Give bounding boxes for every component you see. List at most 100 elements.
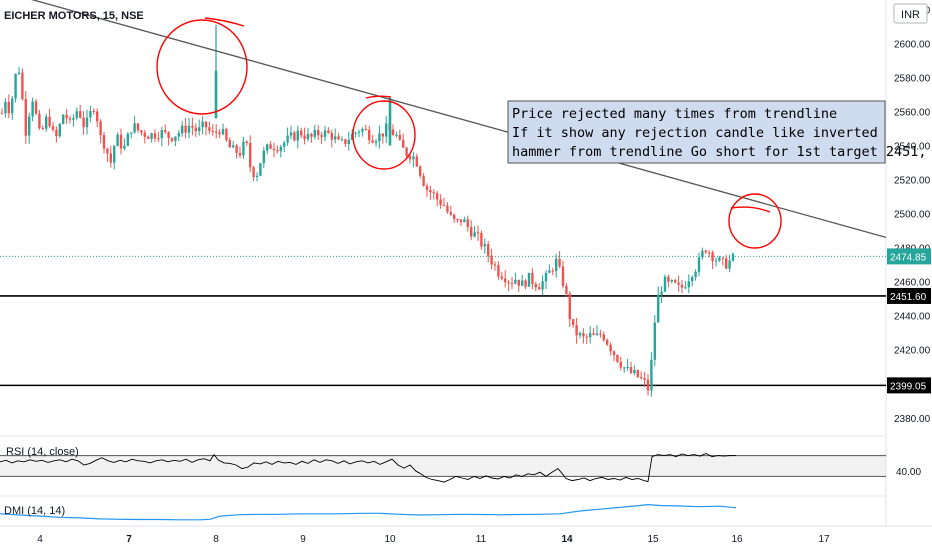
candle[interactable] <box>45 113 48 132</box>
candle[interactable] <box>422 173 425 187</box>
spike-body[interactable] <box>388 97 392 146</box>
candle[interactable] <box>164 124 167 135</box>
candle[interactable] <box>242 136 245 159</box>
candle[interactable] <box>694 269 697 281</box>
candle[interactable] <box>283 140 286 153</box>
candle[interactable] <box>521 274 524 286</box>
candle[interactable] <box>490 249 493 270</box>
candle[interactable] <box>55 126 58 143</box>
candle[interactable] <box>357 129 361 138</box>
candle[interactable] <box>7 94 10 119</box>
candle[interactable] <box>300 127 303 139</box>
annotation-note[interactable]: Price rejected many times from trendline… <box>507 100 927 164</box>
candle[interactable] <box>653 315 656 367</box>
candle[interactable] <box>714 257 718 267</box>
level-price-tag[interactable]: 2399.05 <box>887 377 931 394</box>
candle[interactable] <box>58 122 61 139</box>
candle[interactable] <box>446 201 449 214</box>
candle[interactable] <box>187 118 191 139</box>
candle[interactable] <box>592 328 595 336</box>
candle[interactable] <box>99 119 102 144</box>
candle[interactable] <box>143 130 146 144</box>
candle[interactable] <box>191 117 194 136</box>
candle[interactable] <box>480 230 483 250</box>
candle[interactable] <box>531 268 534 290</box>
candle[interactable] <box>633 365 636 376</box>
candle[interactable] <box>354 131 357 138</box>
candle[interactable] <box>34 98 38 116</box>
candle[interactable] <box>636 369 639 379</box>
candle[interactable] <box>595 325 599 336</box>
candle[interactable] <box>483 238 486 254</box>
candle[interactable] <box>119 128 123 155</box>
candle[interactable] <box>643 371 646 388</box>
candle[interactable] <box>153 129 157 142</box>
candle[interactable] <box>167 131 170 146</box>
candle[interactable] <box>721 256 724 266</box>
candle[interactable] <box>687 274 690 294</box>
candle[interactable] <box>279 144 282 158</box>
candle[interactable] <box>582 328 585 344</box>
candle[interactable] <box>276 145 279 154</box>
candle[interactable] <box>221 123 225 136</box>
candle[interactable] <box>368 125 371 145</box>
spike-body[interactable] <box>214 70 218 119</box>
candle[interactable] <box>347 131 350 151</box>
candle[interactable] <box>160 127 163 147</box>
rsi-line[interactable] <box>0 453 736 483</box>
candle[interactable] <box>548 264 551 274</box>
candle[interactable] <box>667 274 670 288</box>
candle[interactable] <box>470 220 473 241</box>
candle[interactable] <box>215 124 218 139</box>
candle[interactable] <box>374 138 378 147</box>
candle[interactable] <box>48 108 51 129</box>
candle[interactable] <box>130 132 133 139</box>
candle[interactable] <box>228 137 231 148</box>
candle[interactable] <box>327 127 330 134</box>
candle[interactable] <box>17 66 21 76</box>
candle[interactable] <box>238 146 242 159</box>
highlight-circle[interactable] <box>352 100 416 170</box>
candle[interactable] <box>24 91 27 144</box>
candle[interactable] <box>650 352 653 397</box>
candle[interactable] <box>41 125 44 131</box>
candle[interactable] <box>320 131 323 144</box>
candle[interactable] <box>660 286 663 303</box>
candle[interactable] <box>500 272 503 281</box>
candle[interactable] <box>0 108 4 115</box>
candle[interactable] <box>493 261 497 271</box>
candle[interactable] <box>262 146 265 168</box>
candle[interactable] <box>578 331 582 339</box>
candle[interactable] <box>198 119 201 136</box>
candle[interactable] <box>11 96 14 120</box>
candle[interactable] <box>429 185 432 200</box>
candle[interactable] <box>670 279 673 284</box>
candle[interactable] <box>218 129 221 139</box>
candle[interactable] <box>133 116 136 134</box>
last-price-tag[interactable]: 2474.85 <box>887 248 931 265</box>
candle[interactable] <box>657 286 660 323</box>
candle[interactable] <box>432 189 435 200</box>
candle[interactable] <box>303 127 306 145</box>
candle[interactable] <box>174 136 177 147</box>
candle[interactable] <box>412 152 415 168</box>
candle[interactable] <box>317 125 320 140</box>
candle[interactable] <box>306 127 310 142</box>
candle[interactable] <box>255 172 259 182</box>
candle[interactable] <box>524 278 527 290</box>
candle[interactable] <box>136 122 140 133</box>
candle[interactable] <box>249 135 252 173</box>
candle[interactable] <box>589 326 592 344</box>
candle[interactable] <box>361 127 364 137</box>
candle[interactable] <box>541 275 544 296</box>
candle[interactable] <box>619 356 622 371</box>
candle[interactable] <box>184 117 187 139</box>
candle[interactable] <box>344 138 347 147</box>
candle[interactable] <box>568 291 571 328</box>
candle[interactable] <box>14 73 17 103</box>
candle[interactable] <box>334 128 337 144</box>
candle[interactable] <box>201 116 204 135</box>
candle[interactable] <box>510 276 514 290</box>
candle[interactable] <box>704 249 707 254</box>
candle[interactable] <box>674 278 677 284</box>
